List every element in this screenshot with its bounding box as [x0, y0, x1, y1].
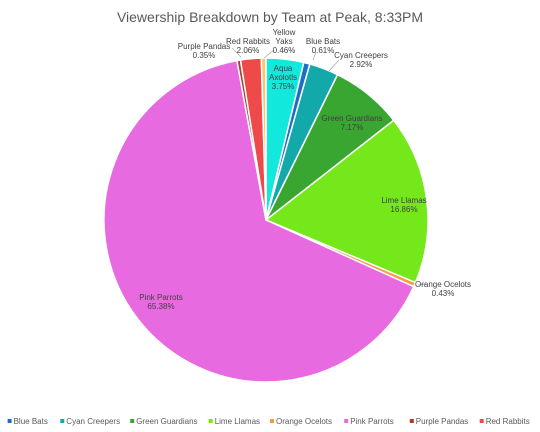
legend-swatch-pink-parrots: [344, 419, 349, 423]
legend-swatch-red-rabbits: [479, 419, 484, 423]
legend-label-purple-pandas: Purple Pandas: [416, 417, 468, 426]
slice-labels: Aqua Axolotls 3.75% Blue Bats 0.61%Cyan Cree…: [139, 28, 471, 311]
legend-label-pink-parrots: Pink Parrots: [350, 417, 394, 426]
leader-line-orange-ocelots: [417, 283, 427, 286]
legend-swatch-lime-llamas: [208, 419, 213, 423]
legend-item-lime-llamas: Lime Llamas: [208, 417, 260, 426]
leader-line-blue-bats: [312, 51, 317, 61]
legend-label-red-rabbits: Red Rabbits: [486, 417, 530, 426]
legend-label-green-guardians: Green Guardians: [136, 417, 197, 426]
legend-item-blue-bats: Blue Bats: [7, 417, 48, 426]
pie-slices: [103, 57, 429, 383]
chart-title: Viewership Breakdown by Team at Peak, 8:…: [117, 9, 423, 25]
pie-slice-lime-llamas: [264, 119, 429, 284]
data-label-lime-llamas: Lime Llamas 16.86%: [381, 196, 426, 214]
legend-swatch-orange-ocelots: [270, 419, 274, 423]
data-label-blue-bats: Blue Bats 0.61%: [306, 37, 340, 55]
legend-item-cyan-creepers: Cyan Creepers: [60, 417, 120, 426]
legend-swatch-blue-bats: [7, 419, 12, 423]
data-label-green-guardians: Green Guardians 7.17%: [321, 114, 382, 132]
legend-item-orange-ocelots: Orange Ocelots: [270, 417, 332, 426]
data-label-orange-ocelots: Orange Ocelots 0.43%: [415, 280, 471, 298]
data-label-cyan-creepers: Cyan Creepers 2.92%: [334, 51, 388, 69]
data-label-yellow-yaks: Yellow Yaks 0.46%: [273, 28, 296, 55]
legend-swatch-cyan-creepers: [60, 419, 65, 423]
legend-swatch-green-guardians: [130, 419, 135, 423]
legend-label-orange-ocelots: Orange Ocelots: [276, 417, 332, 426]
leader-line-purple-pandas: [231, 47, 242, 58]
legend-item-red-rabbits: Red Rabbits: [479, 417, 530, 426]
data-label-purple-pandas: Purple Pandas 0.35%: [178, 42, 230, 60]
legend-label-blue-bats: Blue Bats: [14, 417, 48, 426]
legend-swatch-purple-pandas: [409, 419, 414, 423]
data-label-aqua-axolotls: Aqua Axolotls 3.75%: [269, 64, 297, 91]
data-label-red-rabbits: Red Rabbits 2.06%: [226, 37, 270, 55]
pie-slice-yellow-yaks: [260, 57, 267, 221]
legend-label-cyan-creepers: Cyan Creepers: [66, 417, 120, 426]
legend-item-green-guardians: Green Guardians: [130, 417, 198, 426]
data-label-pink-parrots: Pink Parrots 65.38%: [139, 293, 183, 311]
leader-line-yellow-yaks: [263, 49, 275, 59]
legend-label-lime-llamas: Lime Llamas: [215, 417, 260, 426]
legend-item-pink-parrots: Pink Parrots: [344, 417, 394, 426]
leader-line-cyan-creepers: [328, 59, 340, 72]
pie-slice-pink-parrots: [103, 59, 415, 383]
legend-item-purple-pandas: Purple Pandas: [409, 417, 468, 426]
